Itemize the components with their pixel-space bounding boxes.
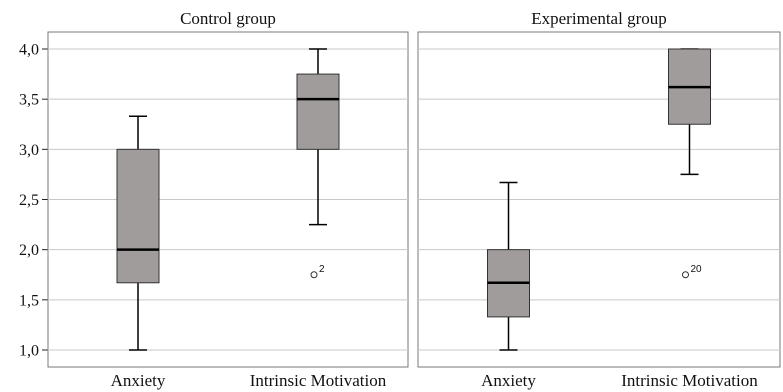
category-label: Intrinsic Motivation [250, 371, 387, 390]
category-label: Intrinsic Motivation [621, 371, 758, 390]
panel-title: Experimental group [531, 9, 667, 28]
y-tick-label: 1,0 [19, 343, 39, 360]
y-tick-label: 3,5 [19, 92, 39, 109]
category-label: Anxiety [481, 371, 536, 390]
outlier-label: 2 [319, 264, 325, 275]
y-tick-label: 2,5 [19, 192, 39, 209]
y-tick-label: 2,0 [19, 242, 39, 259]
y-tick-label: 3,0 [19, 142, 39, 159]
outlier-label: 20 [691, 264, 703, 275]
box [116, 148, 160, 284]
y-tick-label: 1,5 [19, 292, 39, 309]
panel-title: Control group [180, 9, 276, 28]
outlier-point [682, 271, 689, 279]
box [296, 73, 340, 150]
outlier-point [310, 271, 318, 279]
y-tick-label: 4,0 [19, 42, 39, 59]
category-label: Anxiety [111, 371, 166, 390]
